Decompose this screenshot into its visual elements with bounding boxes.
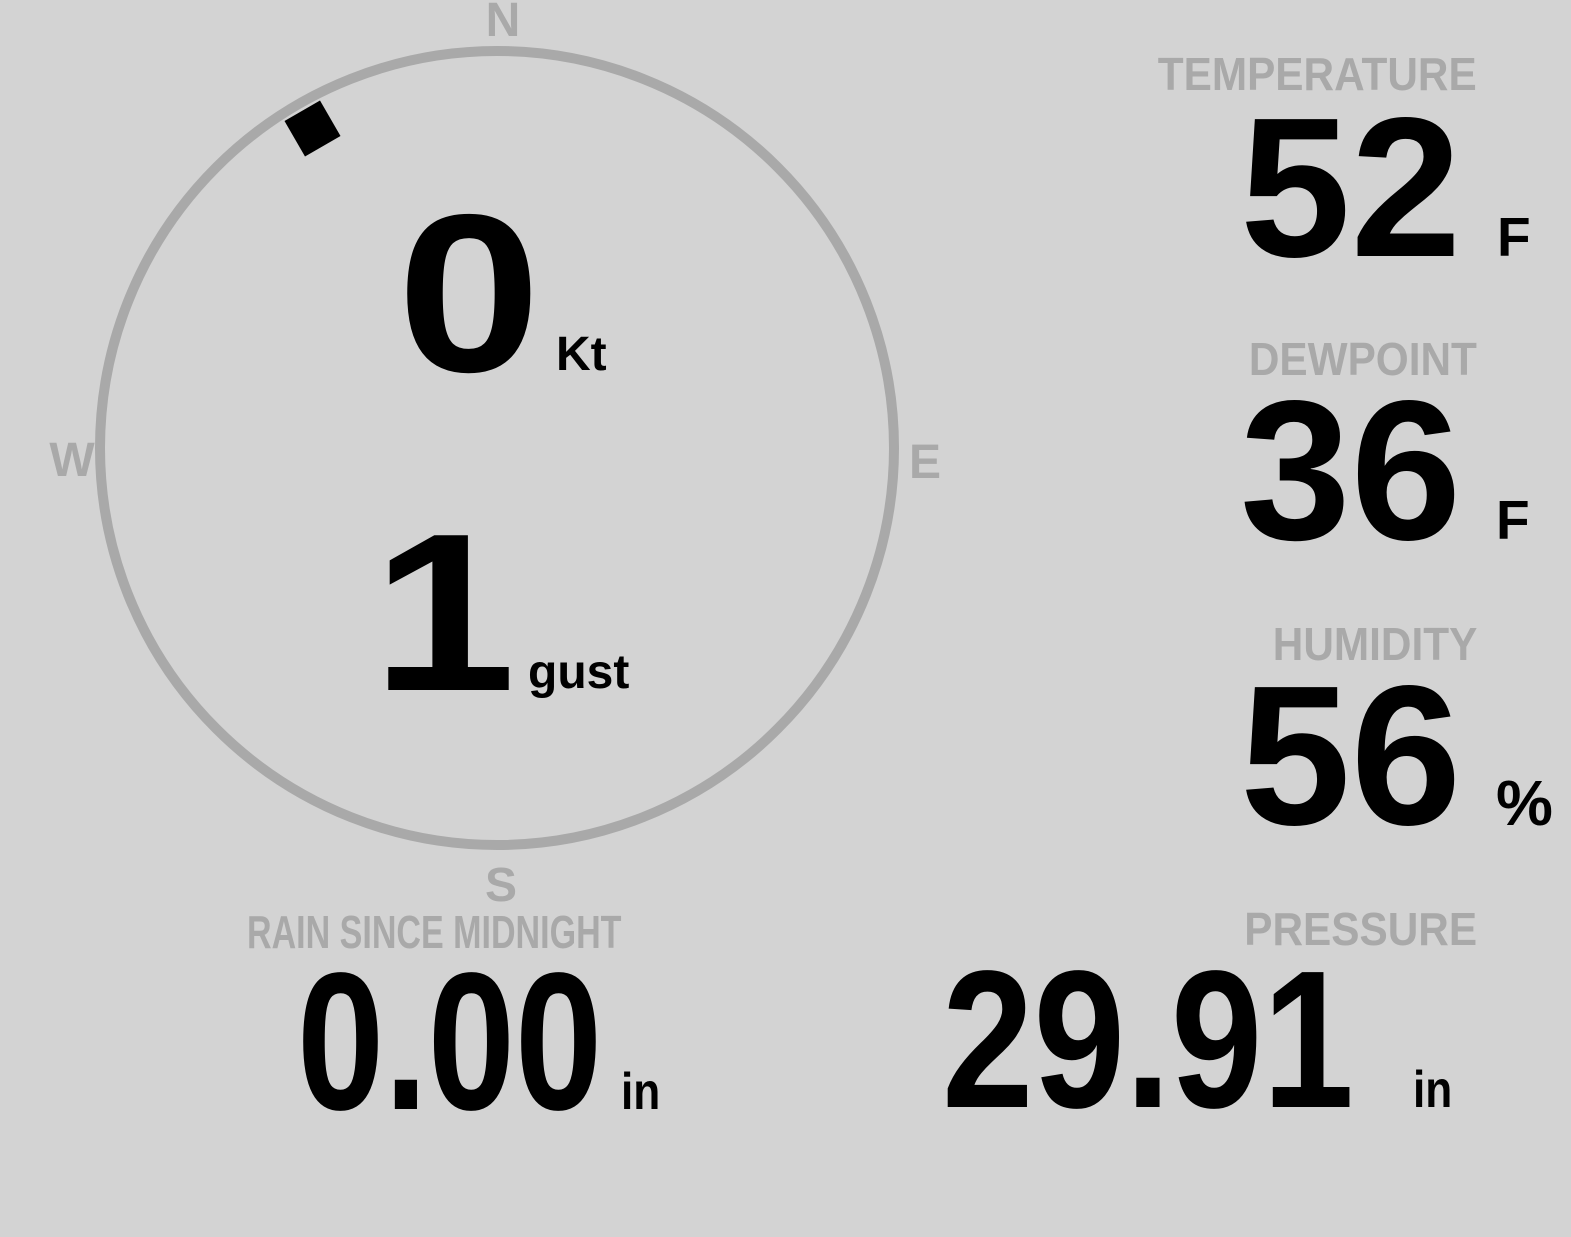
rain-label: RAIN SINCE MIDNIGHT xyxy=(247,906,622,958)
humidity-value: 56 xyxy=(1240,645,1462,867)
wind-gust-value: 1 xyxy=(372,486,516,738)
rain-value: 0.00 xyxy=(297,932,603,1151)
humidity-unit: % xyxy=(1496,767,1553,839)
pressure-label: PRESSURE xyxy=(1244,903,1477,955)
wind-speed-unit: Kt xyxy=(556,328,607,381)
wind-speed-value: 0 xyxy=(397,167,541,419)
humidity-label: HUMIDITY xyxy=(1272,618,1477,670)
compass-label-north: N xyxy=(485,0,521,47)
wind-gust-unit: gust xyxy=(528,646,630,699)
compass-label-west: W xyxy=(49,434,95,487)
pressure-value: 29.91 xyxy=(942,930,1355,1149)
compass-label-south: S xyxy=(484,859,518,912)
compass-label-east: E xyxy=(908,436,942,489)
temperature-value: 52 xyxy=(1240,77,1462,299)
temperature-unit: F xyxy=(1497,206,1531,268)
dewpoint-label: DEWPOINT xyxy=(1248,333,1477,385)
compass-circle-icon xyxy=(95,46,899,850)
temperature-label: TEMPERATURE xyxy=(1158,48,1477,100)
dewpoint-unit: F xyxy=(1496,489,1530,551)
dewpoint-value: 36 xyxy=(1240,360,1462,582)
pressure-unit: in xyxy=(1413,1061,1453,1119)
rain-unit: in xyxy=(621,1063,661,1121)
